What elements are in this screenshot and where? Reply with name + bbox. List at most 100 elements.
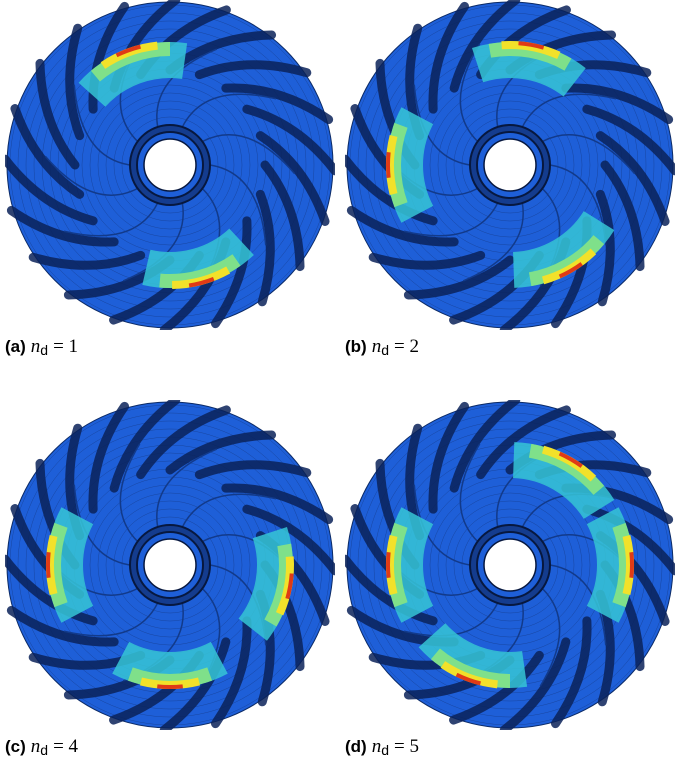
- inner-blade: [156, 448, 218, 528]
- caption-tag: (b): [345, 337, 367, 356]
- blade: [582, 504, 675, 576]
- blade: [449, 650, 544, 725]
- caption: (b) nd = 2: [345, 336, 419, 358]
- mode-band: [275, 556, 294, 616]
- mesh-ring: [33, 428, 307, 702]
- mesh-ring: [97, 92, 243, 238]
- mesh-ring: [121, 116, 219, 214]
- inner-blade: [459, 443, 481, 543]
- mode-band: [541, 445, 597, 482]
- blade: [35, 58, 80, 170]
- blade: [255, 131, 330, 226]
- inner-blade: [521, 93, 617, 128]
- hub-hole: [483, 538, 537, 592]
- inner-blade: [122, 202, 184, 282]
- mode-band: [171, 266, 231, 289]
- inner-blade: [73, 484, 131, 566]
- mesh-ring: [365, 20, 655, 310]
- blade: [221, 483, 334, 525]
- blade: [255, 189, 275, 307]
- blade: [368, 250, 486, 270]
- blade: [582, 104, 675, 176]
- blade: [109, 400, 181, 493]
- mesh-ring: [357, 412, 663, 718]
- mode-band: [47, 522, 68, 608]
- blade: [345, 554, 438, 626]
- mode-band: [387, 107, 434, 223]
- caption-tag: (d): [345, 737, 367, 756]
- inner-blade: [413, 484, 471, 566]
- caption-rel: = 5: [394, 736, 419, 757]
- mode-band: [518, 41, 545, 50]
- mode-band: [512, 210, 615, 288]
- blade: [159, 637, 231, 730]
- inner-blade: [73, 84, 131, 166]
- mesh-ring: [461, 516, 559, 614]
- blade: [403, 255, 515, 300]
- mode-band: [386, 535, 398, 595]
- caption-sym: n: [30, 336, 41, 357]
- inner-blade: [44, 155, 138, 196]
- mode-band: [100, 41, 158, 69]
- blade: [428, 1, 470, 114]
- mode-band: [140, 677, 200, 689]
- mesh-ring: [105, 500, 235, 630]
- blade: [194, 460, 312, 480]
- caption-sym: n: [371, 736, 382, 757]
- mode-band: [159, 254, 241, 288]
- mode-band: [78, 42, 188, 108]
- mode-band: [430, 648, 511, 688]
- caption-sub: d: [40, 742, 49, 758]
- caption-tag: (a): [5, 337, 26, 356]
- mesh-ring: [25, 20, 315, 310]
- inner-blade: [539, 587, 561, 687]
- mesh-ring: [17, 412, 323, 718]
- caption-tag: (c): [5, 737, 26, 756]
- blade: [28, 250, 146, 270]
- inner-blade: [403, 202, 499, 237]
- caption-sym: n: [30, 736, 41, 757]
- hub-hole: [143, 538, 197, 592]
- mode-band: [188, 277, 215, 288]
- inner-blade: [181, 93, 277, 128]
- caption: (c) nd = 4: [5, 736, 78, 758]
- blade: [476, 405, 571, 480]
- mesh-ring: [453, 108, 567, 222]
- mesh-ring: [373, 28, 647, 302]
- caption: (a) nd = 1: [5, 336, 78, 358]
- blade: [561, 83, 674, 125]
- caption-sub: d: [40, 342, 49, 358]
- inner-blade: [403, 602, 499, 637]
- mode-band: [46, 552, 51, 578]
- caption-sub: d: [381, 342, 390, 358]
- mode-band: [501, 41, 561, 60]
- mesh-ring: [105, 100, 235, 230]
- mode-band: [558, 451, 583, 468]
- blade: [260, 160, 305, 272]
- mode-band: [264, 543, 293, 627]
- impeller-image: [345, 0, 675, 330]
- mode-band: [612, 522, 633, 608]
- mesh-ring: [97, 492, 243, 638]
- blade: [194, 60, 312, 80]
- mesh-ring: [437, 492, 583, 638]
- blade: [600, 160, 645, 272]
- blade: [345, 154, 438, 226]
- caption-rel: = 2: [394, 336, 419, 357]
- mode-band: [471, 42, 586, 97]
- blade: [449, 0, 521, 93]
- inner-blade: [209, 164, 267, 246]
- inner-blade: [542, 134, 636, 175]
- inner-blade: [462, 202, 524, 282]
- impeller-image: [5, 400, 335, 730]
- mode-band: [440, 661, 498, 689]
- blade: [10, 104, 85, 199]
- mode-band: [112, 641, 228, 688]
- caption: (d) nd = 5: [345, 736, 419, 758]
- inner-blade: [156, 48, 218, 128]
- blade: [449, 400, 521, 493]
- mesh-ring: [373, 428, 647, 702]
- mesh-ring: [461, 116, 559, 214]
- blade: [65, 23, 85, 141]
